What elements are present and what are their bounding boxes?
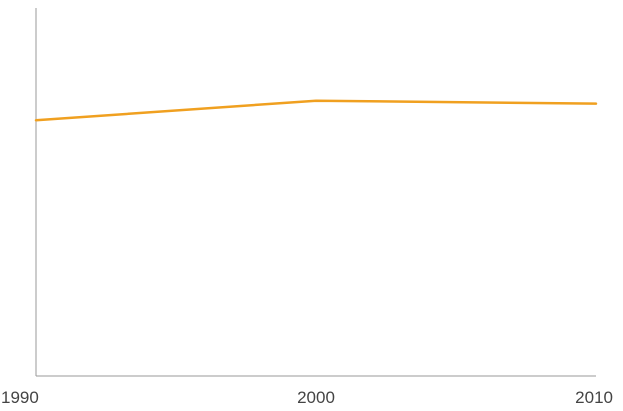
x-tick-label: 2010	[575, 388, 613, 407]
series-line-0	[34, 99, 598, 122]
x-tick-label: 1990	[1, 388, 39, 407]
series-layer	[34, 99, 598, 122]
x-tick-labels: 1990 2000 2010	[1, 388, 613, 407]
x-tick-label: 2000	[297, 388, 335, 407]
